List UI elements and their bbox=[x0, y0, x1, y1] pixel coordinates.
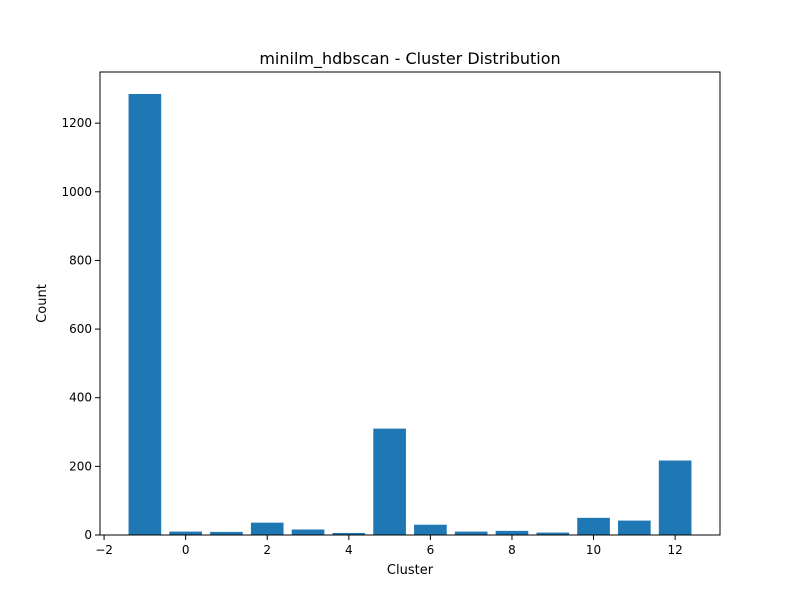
x-tick-label: 2 bbox=[263, 543, 271, 557]
plot-frame bbox=[99, 71, 721, 536]
y-tick-label: 0 bbox=[84, 528, 92, 542]
bar-cluster-4 bbox=[332, 532, 366, 535]
bar-cluster-12 bbox=[658, 460, 692, 535]
x-tick-label: 4 bbox=[345, 543, 353, 557]
bar-cluster-3 bbox=[291, 529, 325, 535]
bar-cluster-11 bbox=[618, 520, 651, 535]
y-tick-label: 800 bbox=[69, 253, 92, 267]
bar-cluster--1 bbox=[128, 93, 162, 535]
bar-cluster-9 bbox=[536, 532, 570, 535]
x-tick-label: 8 bbox=[508, 543, 516, 557]
y-axis-label: Count bbox=[35, 284, 50, 323]
x-tick-label: 10 bbox=[586, 543, 601, 557]
y-tick-label: 400 bbox=[69, 391, 92, 405]
x-axis-label: Cluster bbox=[387, 563, 434, 578]
bar-cluster-2 bbox=[250, 522, 284, 535]
x-tick-label: 0 bbox=[182, 543, 190, 557]
bar-cluster-1 bbox=[210, 531, 243, 535]
x-tick-label: 6 bbox=[427, 543, 435, 557]
y-tick-label: 1000 bbox=[61, 185, 92, 199]
y-axis-ticks: 0 200 400 600 800 1000 1200 bbox=[61, 116, 100, 542]
bar-cluster-5 bbox=[373, 428, 406, 535]
bar-cluster-10 bbox=[577, 517, 610, 535]
y-tick-label: 1200 bbox=[61, 116, 92, 130]
bar-cluster-8 bbox=[495, 530, 529, 535]
y-tick-label: 200 bbox=[69, 459, 92, 473]
bar-cluster-6 bbox=[414, 524, 447, 535]
x-tick-label: 12 bbox=[667, 543, 682, 557]
bars-group bbox=[128, 93, 692, 535]
y-tick-label: 600 bbox=[69, 322, 92, 336]
chart-title: minilm_hdbscan - Cluster Distribution bbox=[259, 49, 560, 69]
x-tick-label: −2 bbox=[95, 543, 113, 557]
bar-cluster-0 bbox=[169, 531, 202, 535]
bar-cluster-7 bbox=[454, 531, 488, 535]
x-axis-ticks: −2 0 2 4 6 8 10 12 bbox=[95, 535, 683, 557]
